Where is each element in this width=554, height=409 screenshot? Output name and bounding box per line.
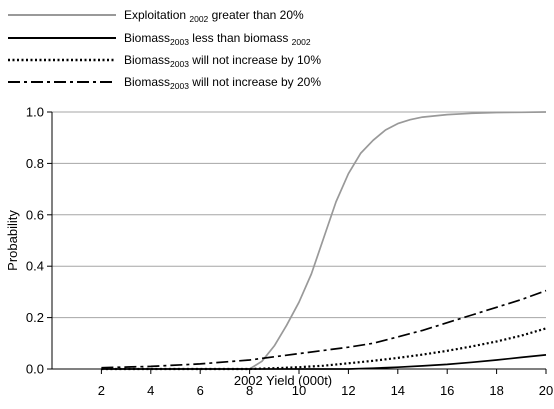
gridlines xyxy=(52,111,546,319)
x-tick-label: 20 xyxy=(539,383,553,398)
x-tick-label: 16 xyxy=(440,383,454,398)
legend: Exploitation 2002 greater than 20% Biomas… xyxy=(8,8,321,91)
legend-item: Exploitation 2002 greater than 20% xyxy=(8,8,304,24)
x-tick-label: 6 xyxy=(197,383,204,398)
legend-label: Biomass2003 will not increase by 20% xyxy=(124,75,321,91)
series-line-1 xyxy=(101,111,547,370)
x-tick-label: 4 xyxy=(147,383,154,398)
x-tick-label: 12 xyxy=(341,383,355,398)
x-tick-label: 14 xyxy=(391,383,405,398)
y-tick-label: 0.2 xyxy=(26,310,44,325)
y-tick-label: 0.0 xyxy=(26,362,44,377)
y-tick-label: 0.4 xyxy=(26,259,44,274)
legend-label: Biomass2003 less than biomass 2002 xyxy=(124,31,311,47)
series-line-4 xyxy=(101,289,547,369)
x-axis-label: 2002 Yield (000t) xyxy=(234,373,332,388)
series-line-3 xyxy=(101,327,547,371)
y-tick-label: 1.0 xyxy=(26,105,44,120)
x-tick-label: 18 xyxy=(489,383,503,398)
legend-item: Biomass2003 will not increase by 20% xyxy=(8,75,321,91)
legend-item: Biomass2003 will not increase by 10% xyxy=(8,53,321,69)
legend-label: Biomass2003 will not increase by 10% xyxy=(124,53,321,69)
y-tick-label: 0.6 xyxy=(26,207,44,222)
y-tick-label: 0.8 xyxy=(26,156,44,171)
y-axis-label: Probability xyxy=(5,210,20,271)
x-tick-label: 10 xyxy=(292,383,306,398)
plot-area xyxy=(101,111,547,371)
legend-label: Exploitation 2002 greater than 20% xyxy=(124,8,304,24)
series-line-2 xyxy=(101,354,547,370)
x-tick-label: 2 xyxy=(98,383,105,398)
x-tick-label: 8 xyxy=(246,383,253,398)
axes: 0.0 0.2 0.4 0.6 0.8 1.0 2 4 6 8 10 12 14 16 18 20 xyxy=(26,105,553,399)
legend-item: Biomass2003 less than biomass 2002 xyxy=(8,31,311,47)
